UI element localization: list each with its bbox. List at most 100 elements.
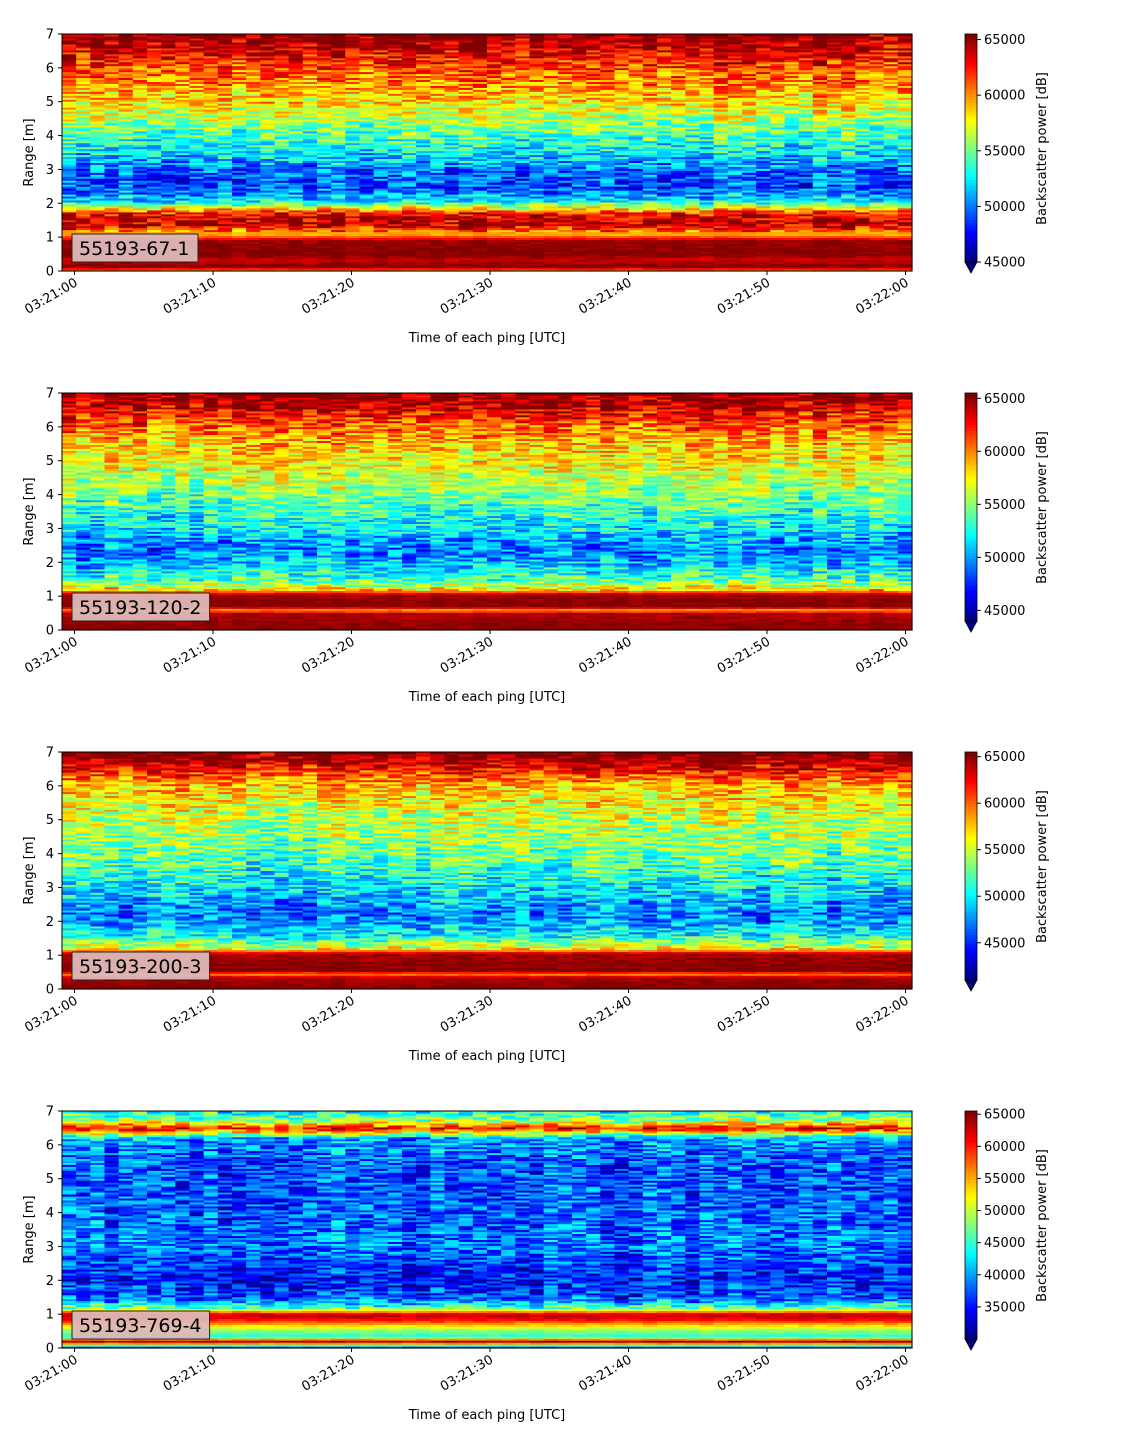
- heatmap-cell: [246, 45, 261, 49]
- heatmap-cell: [260, 156, 276, 160]
- heatmap-cell: [359, 227, 375, 231]
- heatmap-cell: [246, 223, 261, 227]
- heatmap-cell: [118, 49, 134, 53]
- heatmap-cell: [373, 231, 389, 235]
- heatmap-cell: [302, 211, 318, 215]
- heatmap-cell: [345, 170, 361, 173]
- heatmap-cell: [288, 154, 304, 158]
- heatmap-cell: [147, 188, 162, 191]
- heatmap-cell: [217, 109, 233, 112]
- heatmap-cell: [246, 148, 261, 152]
- heatmap-cell: [90, 207, 106, 211]
- heatmap-cell: [317, 99, 332, 102]
- heatmap-cell: [90, 120, 106, 124]
- heatmap-cell: [90, 180, 106, 183]
- heatmap-cell: [62, 219, 77, 223]
- heatmap-cell: [260, 211, 276, 215]
- heatmap-cell: [217, 118, 233, 122]
- heatmap-cell: [90, 211, 106, 215]
- heatmap-cell: [246, 184, 261, 187]
- heatmap-cell: [132, 53, 148, 57]
- heatmap-cell: [331, 184, 346, 187]
- heatmap-cell: [246, 105, 261, 108]
- heatmap-cell: [302, 144, 318, 148]
- heatmap-cell: [90, 130, 106, 134]
- heatmap-cell: [345, 239, 361, 242]
- heatmap-cell: [373, 75, 389, 79]
- heatmap-cell: [331, 221, 346, 225]
- heatmap-cell: [232, 243, 247, 246]
- heatmap-cell: [288, 91, 304, 94]
- heatmap-cell: [189, 269, 205, 272]
- heatmap-cell: [387, 158, 403, 162]
- heatmap-cell: [76, 79, 91, 82]
- heatmap-cell: [317, 136, 332, 140]
- heatmap-cell: [260, 174, 276, 177]
- heatmap: [62, 34, 913, 272]
- heatmap-cell: [161, 93, 176, 96]
- heatmap-cell: [90, 43, 106, 47]
- heatmap-cell: [147, 67, 162, 71]
- heatmap-cell: [132, 105, 148, 108]
- heatmap-cell: [288, 217, 304, 221]
- heatmap-cell: [232, 128, 247, 132]
- heatmap-cell: [232, 85, 247, 88]
- heatmap-cell: [373, 229, 389, 233]
- heatmap-cell: [232, 45, 247, 49]
- heatmap-cell: [104, 53, 120, 57]
- heatmap-cell: [147, 154, 162, 158]
- heatmap-cell: [387, 221, 403, 225]
- heatmap-cell: [104, 39, 120, 43]
- heatmap-cell: [147, 207, 162, 211]
- heatmap-cell: [217, 265, 233, 268]
- heatmap-cell: [359, 83, 375, 86]
- heatmap-cell: [90, 217, 106, 221]
- heatmap-cell: [147, 267, 162, 270]
- heatmap-cell: [203, 130, 219, 134]
- heatmap-cell: [246, 203, 261, 207]
- heatmap-cell: [104, 93, 120, 96]
- heatmap-cell: [246, 186, 261, 189]
- heatmap-cell: [118, 61, 134, 65]
- heatmap-cell: [132, 111, 148, 114]
- heatmap-cell: [387, 136, 403, 140]
- heatmap-cell: [260, 75, 276, 79]
- heatmap-cell: [317, 186, 332, 189]
- heatmap-cell: [260, 168, 276, 171]
- heatmap-cell: [132, 85, 148, 88]
- heatmap-cell: [373, 237, 389, 241]
- heatmap-cell: [246, 49, 261, 53]
- heatmap-cell: [161, 107, 176, 110]
- heatmap-cell: [118, 168, 134, 171]
- heatmap-cell: [232, 152, 247, 156]
- heatmap-cell: [260, 85, 276, 88]
- heatmap-cell: [373, 233, 389, 237]
- heatmap-cell: [288, 257, 304, 260]
- heatmap-cell: [189, 73, 205, 77]
- heatmap-cell: [203, 101, 219, 104]
- heatmap-cell: [246, 67, 261, 71]
- heatmap-cell: [274, 158, 290, 162]
- heatmap-cell: [246, 97, 261, 100]
- heatmap-cell: [76, 215, 91, 219]
- heatmap-cell: [189, 95, 205, 98]
- heatmap-cell: [132, 184, 148, 187]
- heatmap-cell: [302, 51, 318, 55]
- heatmap-cell: [317, 247, 332, 250]
- heatmap-cell: [90, 197, 106, 201]
- heatmap-cell: [175, 138, 191, 142]
- heatmap-cell: [232, 53, 247, 57]
- heatmap-cell: [302, 166, 318, 169]
- heatmap-cell: [317, 245, 332, 248]
- heatmap-cell: [260, 65, 276, 69]
- heatmap-cell: [203, 67, 219, 71]
- heatmap-cell: [345, 114, 361, 118]
- heatmap-cell: [175, 61, 191, 65]
- heatmap-cell: [345, 55, 361, 59]
- heatmap-cell: [104, 138, 120, 142]
- heatmap-cell: [260, 166, 276, 169]
- heatmap-cell: [90, 150, 106, 154]
- heatmap-cell: [317, 164, 332, 167]
- heatmap-cell: [76, 162, 91, 165]
- heatmap-cell: [161, 118, 176, 122]
